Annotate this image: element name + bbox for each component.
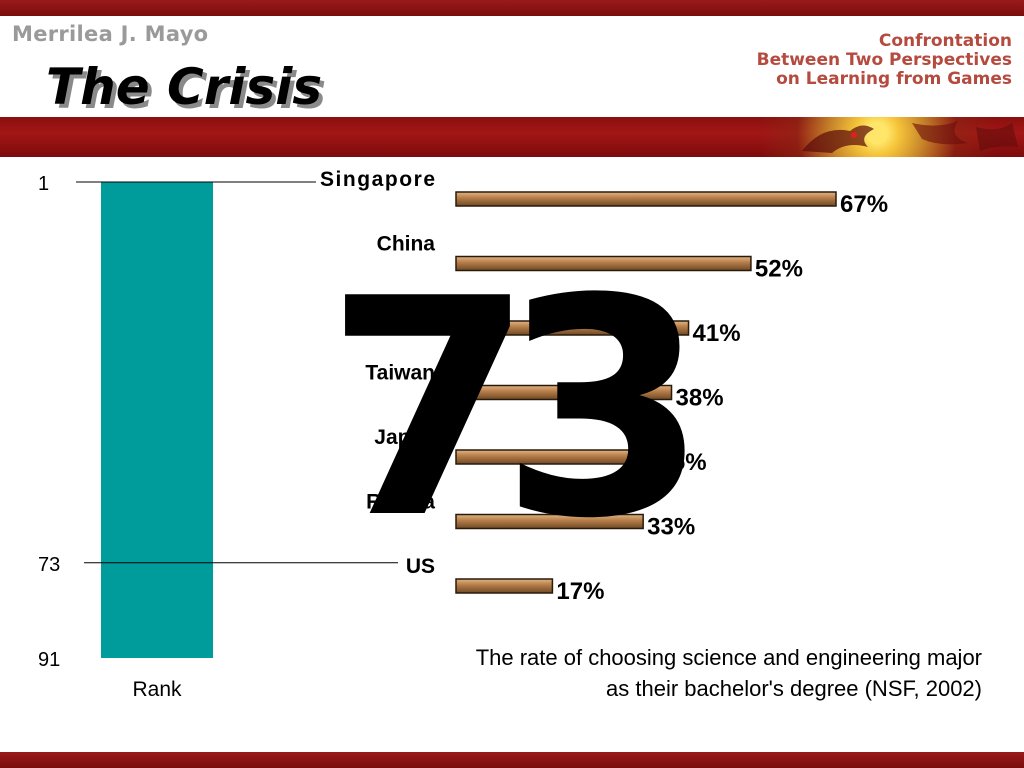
country-bar	[455, 449, 656, 465]
country-label: Japan	[374, 426, 435, 449]
bottom-bar	[0, 752, 1024, 768]
country-label: Korea	[375, 297, 435, 320]
country-label: Taiwan	[365, 362, 435, 385]
country-label: Russia	[366, 491, 435, 514]
dragon-graphic	[762, 117, 1024, 157]
bar-value-label: 35%	[659, 449, 707, 476]
overlay-rank-number: 73	[325, 235, 709, 584]
bar-value-label: 67%	[840, 191, 888, 218]
subtitle-line-1: Confrontation	[878, 31, 1012, 51]
bar-value-label: 52%	[755, 256, 803, 283]
rank-axis-label: Rank	[132, 678, 182, 701]
bar-value-label: 33%	[647, 514, 695, 541]
country-label: Singapore	[320, 168, 435, 191]
country-bar	[455, 255, 752, 272]
chart-caption: The rate of choosing science and enginee…	[476, 642, 982, 704]
rank-chart: 1 73 91 Rank	[38, 173, 398, 701]
bar-value-label: 41%	[693, 320, 741, 347]
dragon-icon	[802, 121, 1018, 153]
author-name: Merrilea J. Mayo	[12, 22, 209, 46]
country-bar	[455, 513, 644, 530]
rank-tick-label: 91	[38, 649, 60, 671]
rank-tick-label: 1	[38, 173, 49, 195]
caption-line-1: The rate of choosing science and enginee…	[475, 645, 982, 670]
top-bar	[0, 0, 1024, 16]
bar-value-label: 38%	[676, 385, 724, 412]
rank-tick-label: 73	[38, 554, 60, 576]
country-bar	[455, 384, 673, 401]
bar-value-label: 17%	[556, 578, 604, 605]
slide-title: The Crisis	[46, 58, 323, 116]
country-bar	[455, 578, 554, 594]
subtitle-line-2: Between Two Perspectives	[756, 50, 1012, 70]
country-bar	[455, 320, 690, 336]
presentation-subtitle: Confrontation Between Two Perspectives o…	[757, 32, 1012, 89]
rank-bar	[101, 182, 213, 658]
country-bar-chart: Singapore 67% China 52% Korea 41% Taiwan 38% Jap…	[320, 168, 888, 605]
country-label: China	[377, 233, 436, 256]
country-bar	[455, 191, 837, 207]
subtitle-line-3: on Learning from Games	[776, 69, 1012, 89]
caption-line-2: as their bachelor's degree (NSF, 2002)	[606, 676, 982, 701]
country-label: US	[406, 555, 435, 578]
